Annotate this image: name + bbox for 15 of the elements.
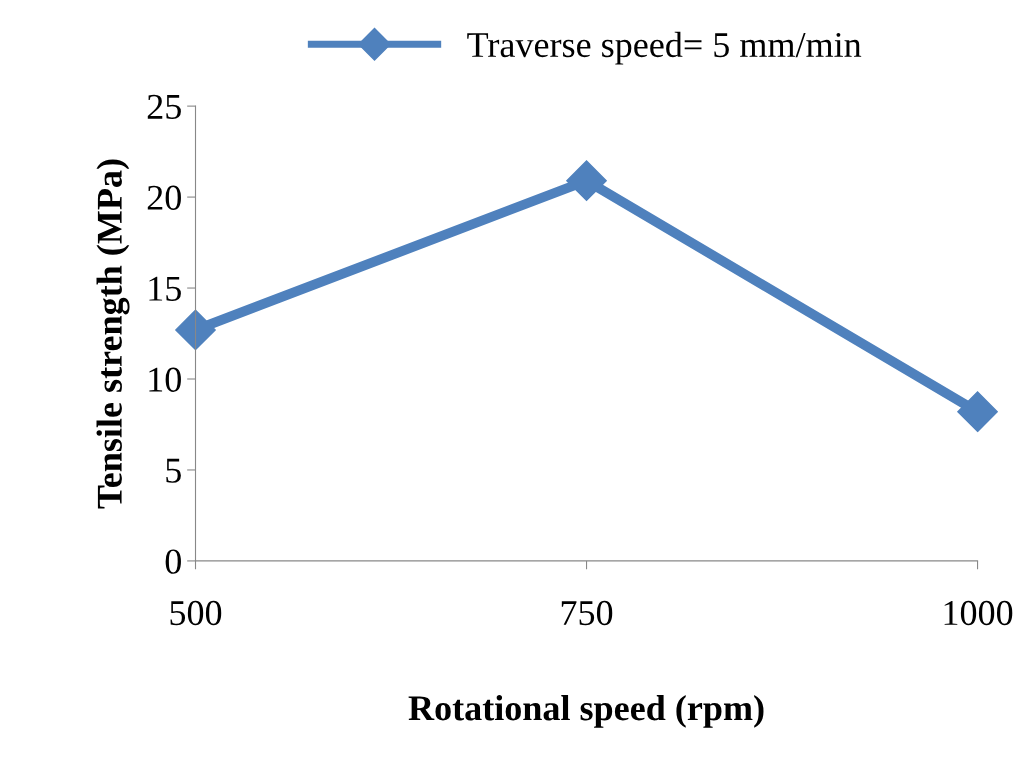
x-tick-label: 750 [561, 600, 613, 626]
point [175, 309, 216, 351]
x-tick-label: 1000 [944, 600, 1013, 626]
point [957, 391, 998, 433]
x-tick-label: 500 [170, 600, 222, 626]
y-axis-title: Tensile strength (MPa) [96, 159, 130, 509]
x-axis-title: Rotational speed (rpm) [408, 695, 764, 728]
y-tick-label: 20 [147, 185, 181, 210]
y-tick-label: 10 [149, 367, 181, 392]
y-tick-label: 25 [147, 94, 181, 119]
y-tick-label: 15 [149, 276, 181, 301]
y-tick-label: 5 [166, 458, 181, 483]
point [566, 160, 607, 202]
legend-label: Traverse speed= 5 mm/min [467, 31, 862, 65]
y-tick-label: 0 [165, 549, 181, 574]
